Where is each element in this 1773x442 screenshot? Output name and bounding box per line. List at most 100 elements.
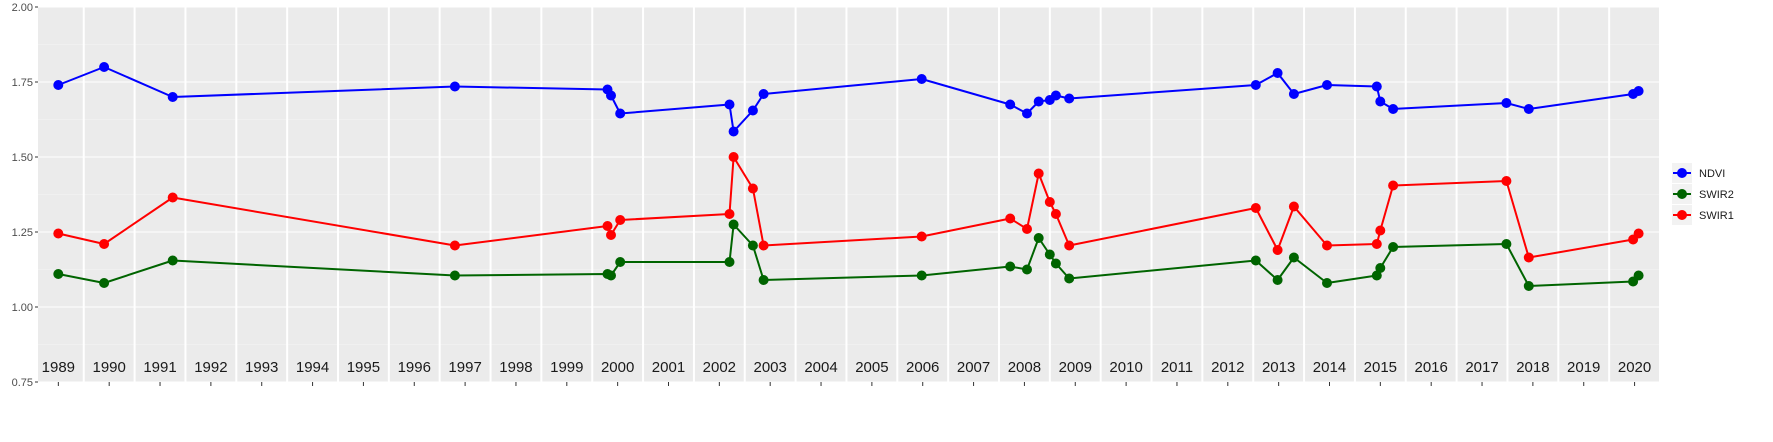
- legend-item-ndvi: NDVI: [1672, 163, 1725, 183]
- x-tick-label: 2002: [703, 359, 736, 376]
- data-point-ndvi: [1523, 104, 1534, 114]
- data-point-swir1: [1064, 240, 1075, 251]
- x-tick-label: 1994: [296, 359, 329, 376]
- data-point-swir1: [1633, 228, 1644, 239]
- data-point-ndvi: [758, 89, 769, 99]
- data-point-swir2: [1044, 249, 1055, 260]
- grid-lines: [38, 6, 1661, 383]
- y-tick-label: 1.25: [12, 227, 33, 239]
- data-point-swir1: [1501, 176, 1512, 186]
- y-tick-label: 1.00: [12, 302, 33, 314]
- data-point-swir2: [1371, 270, 1382, 281]
- x-tick-label: 1998: [499, 359, 532, 376]
- data-point-swir1: [449, 240, 460, 251]
- data-point-swir2: [1033, 233, 1044, 243]
- x-tick-label: 1990: [92, 359, 125, 376]
- data-point-swir1: [1272, 245, 1283, 255]
- x-tick-label: 2006: [906, 359, 939, 376]
- data-point-swir2: [1322, 278, 1332, 288]
- data-point-ndvi: [728, 126, 739, 137]
- data-series: [53, 62, 1644, 291]
- data-point-swir1: [1388, 180, 1399, 191]
- legend-item-swir1: SWIR1: [1672, 205, 1734, 225]
- series-swir1: [53, 152, 1644, 263]
- data-point-swir1: [758, 240, 769, 251]
- x-tick-label: 2000: [601, 359, 634, 376]
- data-point-swir2: [1523, 281, 1534, 291]
- data-point-ndvi: [1375, 96, 1386, 107]
- data-point-swir1: [1005, 213, 1016, 224]
- x-tick-label: 1989: [42, 359, 75, 376]
- data-point-swir2: [606, 270, 616, 281]
- data-point-ndvi: [53, 80, 64, 90]
- data-point-ndvi: [916, 74, 927, 84]
- data-point-swir2: [724, 257, 735, 267]
- x-tick-label: 1991: [143, 359, 176, 376]
- legend-label: NDVI: [1699, 168, 1725, 180]
- data-point-swir2: [747, 240, 758, 251]
- series-ndvi: [53, 62, 1644, 137]
- x-tick-label: 2007: [957, 359, 990, 376]
- data-point-swir2: [1272, 275, 1283, 285]
- x-tick-label: 2009: [1059, 359, 1092, 376]
- legend-key-point: [1677, 210, 1687, 220]
- x-tick-label: 2017: [1465, 359, 1498, 376]
- x-tick-label: 2015: [1364, 359, 1397, 376]
- x-tick-label: 1995: [347, 359, 380, 376]
- data-point-swir2: [167, 255, 178, 266]
- data-point-swir2: [1375, 263, 1386, 273]
- data-point-swir1: [1022, 224, 1032, 234]
- data-point-swir2: [615, 257, 626, 267]
- x-tick-label: 1993: [245, 359, 278, 376]
- x-tick-label: 2019: [1567, 359, 1600, 376]
- data-point-swir2: [449, 270, 460, 281]
- data-point-swir2: [1288, 252, 1299, 263]
- x-tick-label: 2001: [652, 359, 685, 376]
- y-tick-label: 1.50: [12, 152, 33, 164]
- data-point-swir1: [606, 230, 616, 240]
- data-point-swir1: [99, 239, 110, 249]
- legend-key-point: [1677, 189, 1687, 199]
- data-point-swir2: [758, 275, 769, 285]
- data-point-ndvi: [1272, 68, 1283, 78]
- legend-item-swir2: SWIR2: [1672, 184, 1734, 204]
- data-point-ndvi: [1371, 81, 1382, 92]
- data-point-swir2: [1633, 270, 1644, 281]
- legend-label: SWIR1: [1699, 210, 1734, 222]
- x-tick-label: 2010: [1109, 359, 1142, 376]
- x-tick-label: 1997: [448, 359, 481, 376]
- x-tick-label: 1999: [550, 359, 583, 376]
- data-point-swir1: [1375, 225, 1386, 236]
- data-point-swir1: [615, 215, 626, 225]
- data-point-ndvi: [1005, 99, 1016, 110]
- data-point-ndvi: [99, 62, 110, 72]
- data-point-ndvi: [747, 105, 758, 116]
- y-tick-label: 2.00: [12, 2, 33, 14]
- data-point-ndvi: [1288, 89, 1299, 99]
- data-point-swir1: [1050, 209, 1061, 219]
- data-point-ndvi: [1633, 86, 1644, 96]
- data-point-swir2: [1022, 264, 1032, 275]
- data-point-swir2: [1064, 273, 1075, 284]
- data-point-swir1: [1288, 201, 1299, 212]
- data-point-swir2: [1388, 242, 1399, 252]
- data-point-ndvi: [1501, 98, 1512, 108]
- data-point-ndvi: [1250, 80, 1261, 90]
- data-point-swir2: [1050, 258, 1061, 269]
- x-tick-label: 1992: [194, 359, 227, 376]
- legend-key-point: [1677, 168, 1687, 178]
- y-tick-label: 1.75: [12, 77, 33, 89]
- x-tick-label: 2020: [1618, 359, 1651, 376]
- data-point-swir1: [916, 231, 927, 242]
- x-tick-label: 2012: [1211, 359, 1244, 376]
- data-point-swir2: [1250, 255, 1261, 266]
- series-swir2: [53, 219, 1644, 291]
- x-tick-label: 2011: [1161, 359, 1193, 376]
- x-tick-label: 2018: [1516, 359, 1549, 376]
- x-tick-label: 2016: [1415, 359, 1448, 376]
- data-point-swir2: [53, 269, 64, 279]
- axes: 0.75 1.00 1.25 1.50 1.75 2.00 1989 1990 1991 1992…: [12, 2, 1652, 389]
- x-tick-label: 2014: [1313, 359, 1346, 376]
- data-point-ndvi: [606, 90, 616, 101]
